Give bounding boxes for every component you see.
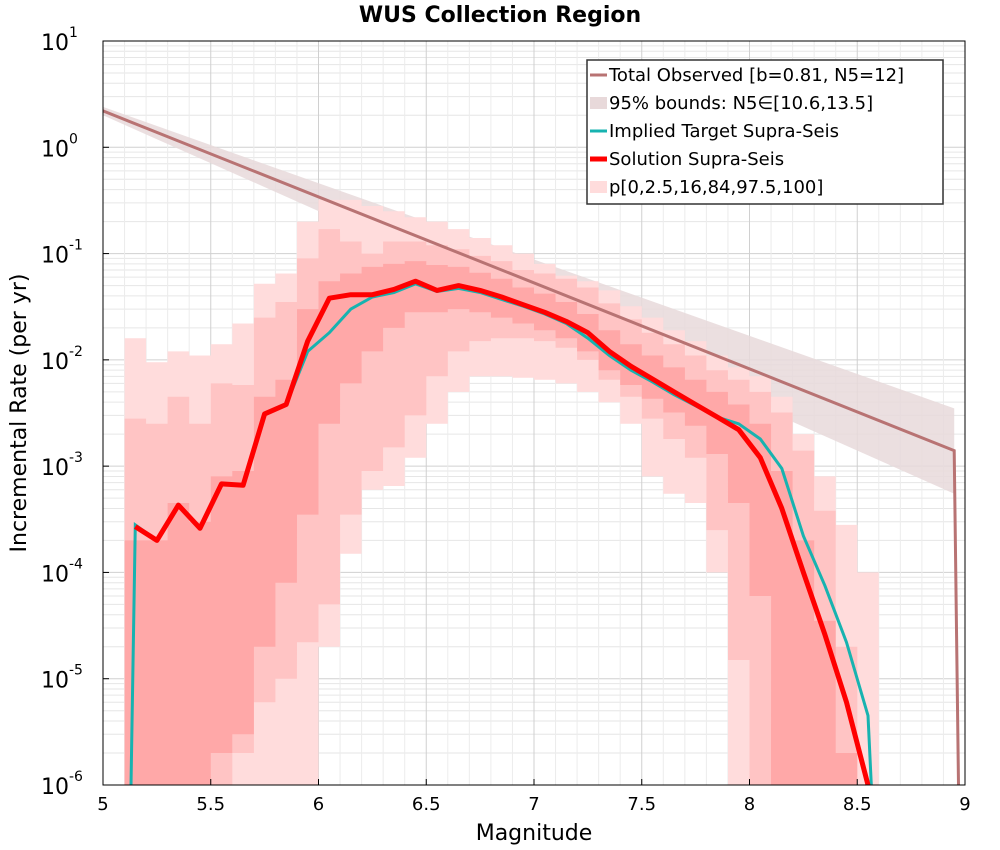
- x-tick-label: 7: [528, 794, 539, 815]
- y-tick-exponent: -2: [69, 344, 83, 360]
- y-tick-base: 10: [41, 31, 69, 56]
- plot-area: [102, 106, 960, 786]
- y-tick-base: 10: [41, 775, 69, 800]
- legend-label: Total Observed [b=0.81, N5=12]: [608, 65, 904, 86]
- legend-box: [586, 59, 944, 205]
- y-tick-exponent: -4: [69, 556, 83, 572]
- x-tick-label: 7.5: [627, 794, 656, 815]
- legend-label: Implied Target Supra-Seis: [609, 121, 839, 142]
- legend-label: p[0,2.5,16,84,97.5,100]: [609, 177, 823, 198]
- legend-swatch: [590, 181, 607, 193]
- x-tick-label: 6.5: [412, 794, 441, 815]
- y-tick-exponent: -3: [69, 450, 83, 466]
- y-tick-base: 10: [41, 244, 69, 269]
- legend-label: Solution Supra-Seis: [609, 149, 784, 170]
- legend-label: 95% bounds: N5∈[10.6,13.5]: [609, 93, 873, 114]
- x-tick-label: 8: [744, 794, 755, 815]
- x-tick-label: 8.5: [843, 794, 872, 815]
- y-axis-label: Incremental Rate (per yr): [7, 274, 32, 553]
- x-axis-ticks: 5 5.5 6 6.5 7 7.5 8 8.5 9: [97, 779, 971, 815]
- chart-title: WUS Collection Region: [359, 3, 641, 28]
- x-axis-label: Magnitude: [476, 821, 593, 846]
- y-tick-base: 10: [41, 456, 69, 481]
- y-tick-exponent: -6: [69, 769, 83, 785]
- x-tick-label: 9: [959, 794, 970, 815]
- x-tick-label: 5: [97, 794, 108, 815]
- y-tick-base: 10: [41, 350, 69, 375]
- y-tick-base: 10: [41, 669, 69, 694]
- y-tick-base: 10: [41, 137, 69, 162]
- x-tick-label: 5.5: [196, 794, 225, 815]
- x-tick-label: 6: [313, 794, 324, 815]
- y-tick-exponent: -5: [69, 663, 83, 679]
- legend-swatch: [590, 97, 607, 109]
- y-tick-base: 10: [41, 562, 69, 587]
- legend: Total Observed [b=0.81, N5=12] 95% bounds…: [586, 59, 944, 205]
- y-tick-exponent: 0: [69, 131, 78, 147]
- y-tick-exponent: 1: [69, 25, 78, 41]
- total-observed-line: [102, 109, 960, 786]
- solution-line: [133, 278, 871, 786]
- y-tick-exponent: -1: [69, 238, 83, 254]
- percentile-band-inner: [124, 261, 879, 786]
